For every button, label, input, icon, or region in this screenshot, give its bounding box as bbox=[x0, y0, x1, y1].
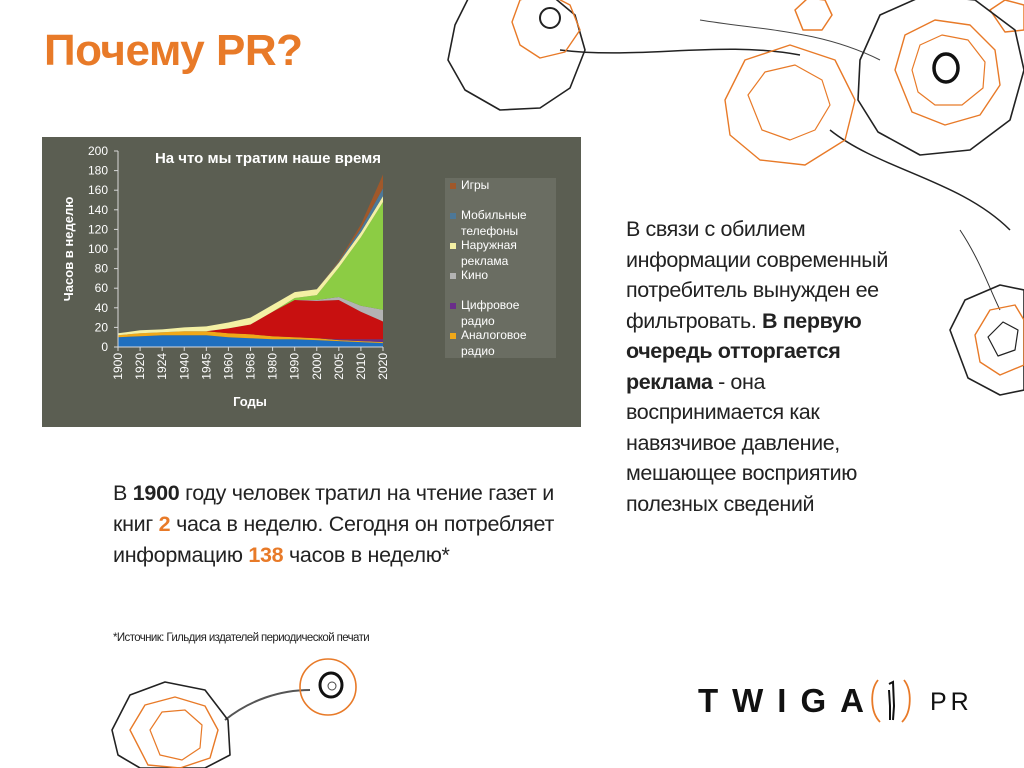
right-paragraph: В связи с обилием информации современный… bbox=[626, 214, 926, 519]
left-text-part3: часа в неделю. Сегодня он потребляет инф… bbox=[113, 512, 555, 567]
right-text-part1: В связи с обилием информации современный… bbox=[626, 217, 888, 333]
x-tick-label: 2000 bbox=[310, 353, 324, 380]
x-tick-label: 1924 bbox=[155, 353, 169, 380]
series-area-1 bbox=[118, 331, 383, 344]
legend-label-4: Цифровое радио bbox=[461, 298, 520, 328]
logo-suffix: PR bbox=[930, 688, 973, 716]
left-text-part1: В bbox=[113, 481, 133, 505]
legend-swatch-3 bbox=[450, 273, 456, 279]
left-text-part4: часов в неделю* bbox=[283, 543, 450, 567]
x-tick-label: 1990 bbox=[288, 353, 302, 380]
giraffe-icon bbox=[871, 679, 911, 723]
x-tick-label: 1960 bbox=[221, 353, 235, 380]
legend-swatch-5 bbox=[450, 333, 456, 339]
source-note: *Источник: Гильдия издателей периодическ… bbox=[113, 632, 370, 644]
hours-then-value: 2 bbox=[158, 512, 171, 536]
x-tick-label: 1900 bbox=[111, 353, 125, 380]
y-tick-label: 0 bbox=[101, 340, 108, 354]
legend-swatch-0 bbox=[450, 183, 456, 189]
series-area-0 bbox=[118, 335, 383, 347]
legend-label-5: Аналоговое радио bbox=[461, 328, 527, 358]
x-axis-label: Годы bbox=[233, 394, 267, 409]
logo-wordmark: TWIGA bbox=[698, 682, 878, 719]
right-text-bold: В первую очередь отторгается реклама bbox=[626, 308, 862, 394]
x-tick-label: 2005 bbox=[332, 353, 346, 380]
x-tick-label: 2010 bbox=[354, 353, 368, 380]
y-tick-label: 60 bbox=[95, 281, 109, 295]
x-tick-label: 1980 bbox=[266, 353, 280, 380]
y-tick-label: 180 bbox=[88, 164, 108, 178]
left-paragraph: В 1900 году человек тратил на чтение газ… bbox=[113, 478, 554, 571]
area-chart: 0 20 40 60 80 100 120 140 160 180 200 1900 1920 1924 1… bbox=[61, 144, 556, 409]
x-tick-label: 1968 bbox=[244, 353, 258, 380]
x-tick-label: 1945 bbox=[199, 353, 213, 380]
year-value: 1900 bbox=[132, 481, 180, 505]
y-tick-label: 80 bbox=[95, 262, 109, 276]
y-axis-label: Часов в неделю bbox=[61, 197, 76, 302]
x-tick-label: 1940 bbox=[177, 353, 191, 380]
chart-title: На что мы тратим наше время bbox=[155, 150, 381, 167]
page-title: Почему PR? bbox=[44, 26, 303, 75]
legend-swatch-1 bbox=[450, 213, 456, 219]
y-tick-label: 100 bbox=[88, 242, 108, 256]
legend-swatch-4 bbox=[450, 303, 456, 309]
series-area-3 bbox=[118, 300, 383, 340]
legend-swatch-2 bbox=[450, 243, 456, 249]
y-tick-label: 160 bbox=[88, 183, 108, 197]
x-tick-label: 1920 bbox=[133, 353, 147, 380]
legend-label-0: Игры bbox=[461, 178, 489, 192]
legend-label-2: Наружная реклама bbox=[461, 238, 517, 268]
left-text-part2: году человек тратил на чтение газет и кн… bbox=[113, 481, 554, 536]
y-tick-label: 40 bbox=[95, 301, 109, 315]
hours-now-value: 138 bbox=[248, 543, 284, 567]
y-tick-label: 200 bbox=[88, 144, 108, 158]
x-tick-label: 2020 bbox=[376, 353, 390, 380]
y-tick-label: 20 bbox=[95, 320, 109, 334]
legend-label-1: Мобильные телефоны bbox=[461, 208, 527, 238]
legend-box bbox=[445, 178, 556, 358]
y-tick-label: 120 bbox=[88, 222, 108, 236]
chart-panel: 0 20 40 60 80 100 120 140 160 180 200 1900 1920 1924 1… bbox=[42, 137, 581, 427]
legend-label-3: Кино bbox=[461, 268, 488, 282]
right-text-part2: - она воспринимается как навязчивое давл… bbox=[626, 369, 857, 516]
y-tick-label: 140 bbox=[88, 203, 108, 217]
